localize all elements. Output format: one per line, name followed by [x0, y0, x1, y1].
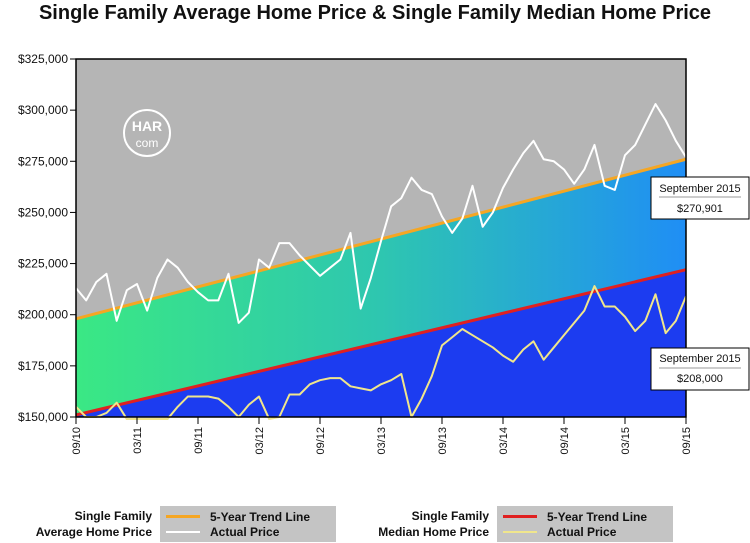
- chart-canvas: $150,000 $175,000 $200,000 $225,000 $250,000…: [18, 52, 750, 455]
- x-tick-label: 09/13: [437, 427, 449, 455]
- legend-median-label-line1: Single Family: [411, 509, 489, 523]
- callout-average: September 2015 $270,901: [650, 176, 750, 220]
- x-tick-label: 09/10: [71, 427, 83, 455]
- y-tick-label: $325,000: [18, 52, 68, 66]
- y-tick-label: $275,000: [18, 154, 68, 168]
- legend-median: Single Family Median Home Price 5-Year T…: [357, 506, 673, 542]
- callout-average-value: $270,901: [677, 203, 723, 215]
- legend-average: Single Family Average Home Price 5-Year …: [20, 506, 336, 542]
- legend-average-trend-swatch: [166, 515, 200, 518]
- legend-median-actual-swatch: [503, 530, 537, 533]
- legend-median-trend-swatch: [503, 515, 537, 518]
- y-tick-label: $175,000: [18, 359, 68, 373]
- x-axis: 09/10 03/11 09/11 03/12 09/12 03/13 09/13 03/14…: [71, 417, 693, 455]
- series-lines: [75, 103, 687, 421]
- legend-average-label-line2: Average Home Price: [35, 525, 152, 539]
- x-tick-label: 09/11: [193, 427, 205, 454]
- band-between-trends: [76, 159, 686, 415]
- series-average-actual-line: [75, 103, 687, 324]
- y-tick-label: $200,000: [18, 308, 68, 322]
- callout-median: September 2015 $208,000: [650, 347, 750, 391]
- x-tick-label: 09/12: [315, 427, 327, 455]
- y-tick-label: $225,000: [18, 257, 68, 271]
- y-axis: $150,000 $175,000 $200,000 $225,000 $250,000…: [18, 52, 76, 424]
- callout-median-value: $208,000: [677, 373, 723, 385]
- legend-median-actual-label: Actual Price: [547, 524, 617, 539]
- legend-average-box: 5-Year Trend Line Actual Price: [160, 506, 336, 542]
- legend-average-label-line1: Single Family: [74, 509, 152, 523]
- y-tick-label: $150,000: [18, 410, 68, 424]
- x-tick-label: 03/11: [132, 427, 144, 454]
- chart-title: Single Family Average Home Price & Singl…: [38, 2, 712, 24]
- legend-median-box: 5-Year Trend Line Actual Price: [497, 506, 673, 542]
- x-tick-label: 03/13: [376, 427, 388, 455]
- x-tick-label: 03/15: [620, 427, 632, 455]
- y-tick-label: $250,000: [18, 205, 68, 219]
- legend-average-trend-label: 5-Year Trend Line: [210, 509, 311, 524]
- legend-average-actual-swatch: [166, 530, 200, 533]
- band-above-average-trend: [76, 59, 686, 319]
- svg-text:com: com: [136, 136, 159, 150]
- x-tick-label: 09/15: [681, 427, 693, 455]
- x-tick-label: 09/14: [559, 427, 571, 455]
- legend-average-actual-label: Actual Price: [210, 524, 280, 539]
- callout-median-label: September 2015: [659, 353, 740, 365]
- legend-median-trend-label: 5-Year Trend Line: [547, 509, 648, 524]
- x-tick-label: 03/14: [498, 427, 510, 455]
- y-tick-label: $300,000: [18, 103, 68, 117]
- series-median-trend-line: [75, 268, 687, 417]
- svg-text:HAR: HAR: [132, 118, 162, 134]
- har-logo: HAR com: [123, 109, 171, 157]
- series-median-actual-line: [75, 285, 687, 421]
- x-tick-label: 03/12: [254, 427, 266, 455]
- legend-median-label-line2: Median Home Price: [378, 525, 489, 539]
- callout-average-label: September 2015: [659, 183, 740, 195]
